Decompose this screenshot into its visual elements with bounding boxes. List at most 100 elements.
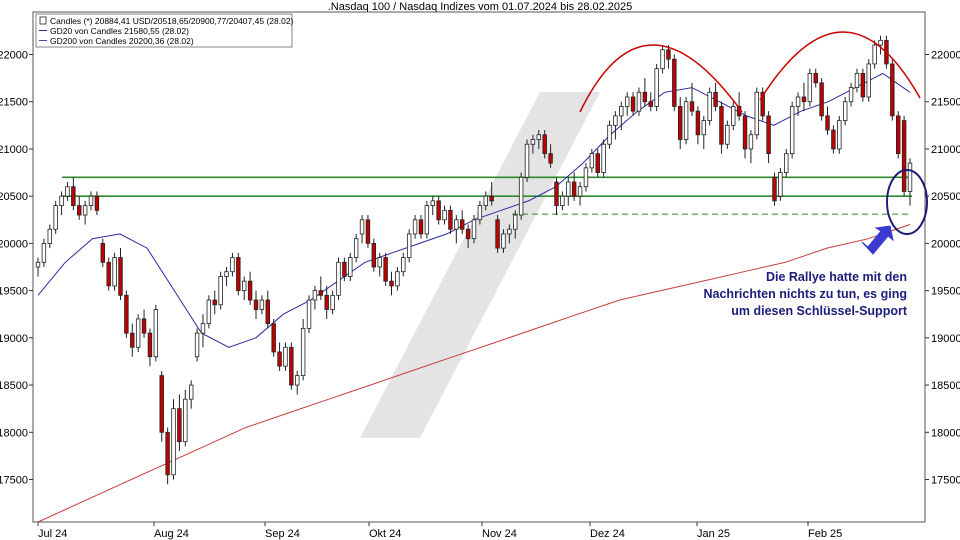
candle-body xyxy=(624,96,630,107)
candle-body xyxy=(866,63,871,98)
candle-body xyxy=(94,195,100,211)
candle-body xyxy=(701,120,706,136)
candle-body xyxy=(760,91,765,117)
gd200-line xyxy=(37,224,911,523)
candle-body xyxy=(795,96,801,107)
legend-label: GD20 von Candles 21580,55 (28.02) xyxy=(50,26,189,36)
candle-body xyxy=(566,181,571,197)
candle-body xyxy=(242,280,247,292)
candle-body xyxy=(383,257,388,282)
candle-body xyxy=(560,195,565,207)
candle-body xyxy=(748,134,754,150)
x-tick-label: Jan 25 xyxy=(697,528,730,540)
candle-body xyxy=(683,101,689,140)
candle-body xyxy=(707,91,712,122)
candle-body xyxy=(513,214,518,230)
candle-body xyxy=(82,205,88,216)
candle-body xyxy=(784,153,789,173)
candle-body xyxy=(406,233,412,258)
y-tick-label-left: 18000 xyxy=(0,427,28,439)
candle-body xyxy=(53,205,58,230)
candle-body xyxy=(348,257,353,277)
candle-body xyxy=(554,181,559,207)
candle-body xyxy=(742,115,748,150)
y-tick-label-left: 21000 xyxy=(0,144,28,156)
candle-body xyxy=(654,68,659,107)
y-tick-label-right: 21000 xyxy=(931,144,960,156)
candle-body xyxy=(477,205,483,221)
candle-body xyxy=(807,72,813,103)
candle-body xyxy=(766,115,771,155)
candle-body xyxy=(825,115,830,131)
candle-body xyxy=(165,431,170,476)
candle-body xyxy=(395,271,400,287)
annotation-arrow xyxy=(861,225,894,255)
candle-body xyxy=(365,219,371,244)
y-tick-label-left: 22000 xyxy=(0,50,28,62)
candle-body xyxy=(831,129,836,150)
candle-body xyxy=(77,205,82,216)
candle-body xyxy=(789,106,795,155)
candle-body xyxy=(153,309,159,358)
candle-body xyxy=(725,124,730,145)
candle-body xyxy=(642,91,648,103)
y-tick-label-right: 21500 xyxy=(931,97,960,109)
candle-body xyxy=(896,115,901,155)
candle-body xyxy=(342,261,347,277)
candle-body xyxy=(289,346,294,386)
candle-body xyxy=(460,219,465,230)
watermark-logo xyxy=(360,92,600,438)
candle-body xyxy=(507,228,512,235)
x-tick-label: Nov 24 xyxy=(482,528,517,540)
candle-body xyxy=(377,257,382,268)
candle-body xyxy=(854,72,860,88)
candle-body xyxy=(271,323,276,353)
candle-body xyxy=(442,209,447,221)
candle-body xyxy=(300,327,306,377)
y-tick-label-right: 19000 xyxy=(931,333,960,345)
x-tick-label: Sep 24 xyxy=(265,528,300,540)
candle-body xyxy=(336,261,341,296)
legend-box xyxy=(35,13,293,48)
candle-body xyxy=(601,143,606,173)
candle-body xyxy=(907,162,913,192)
candle-body xyxy=(224,271,229,277)
candle-body xyxy=(389,280,394,287)
top-arc-right xyxy=(759,31,921,101)
candle-body xyxy=(672,58,677,107)
candle-body xyxy=(200,323,206,334)
legend-label: GD200 von Candles 20200,36 (28.02) xyxy=(50,36,194,46)
candle-body xyxy=(236,257,241,292)
candle-body xyxy=(542,134,547,155)
candle-body xyxy=(483,195,488,207)
candle-body xyxy=(371,242,377,268)
candle-body xyxy=(59,195,64,207)
candle-body xyxy=(41,242,47,263)
candle-body xyxy=(495,219,500,249)
candle-body xyxy=(277,351,282,367)
highlight-ellipse xyxy=(886,169,928,235)
candle-body xyxy=(530,139,536,145)
x-tick-label: Jul 24 xyxy=(38,528,67,540)
candle-body xyxy=(183,398,188,443)
candle-body xyxy=(660,49,665,70)
candle-body xyxy=(35,261,41,268)
candle-body xyxy=(112,257,117,287)
top-arc-left xyxy=(579,44,743,113)
candle-body xyxy=(247,280,253,301)
annotation-text-line: Die Rallye hatte mit den xyxy=(766,270,907,284)
candle-body xyxy=(188,384,194,400)
candle-body xyxy=(860,72,866,98)
candle-body xyxy=(353,238,359,258)
candle-body xyxy=(489,195,494,202)
candle-body xyxy=(430,200,435,207)
candle-body xyxy=(436,200,441,221)
candle-body xyxy=(577,186,583,197)
candle-body xyxy=(754,91,760,136)
candle-body xyxy=(135,318,141,348)
candle-body xyxy=(124,294,129,334)
y-tick-label-left: 20000 xyxy=(0,238,28,250)
candle-body xyxy=(571,181,577,197)
x-tick-label: Aug 24 xyxy=(154,528,189,540)
x-tick-label: Okt 24 xyxy=(369,528,401,540)
